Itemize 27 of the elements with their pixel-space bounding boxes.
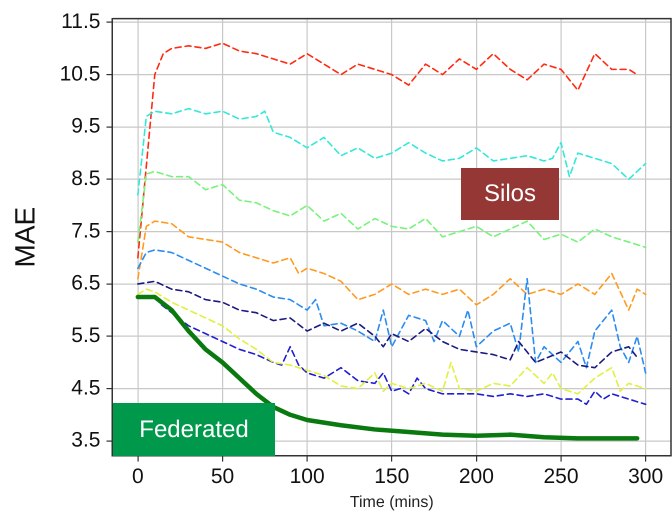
annotation: Silos (461, 168, 559, 220)
y-tick-label: 4.5 (71, 376, 100, 400)
y-tick-label: 7.5 (71, 219, 100, 242)
x-tick-label: 100 (290, 464, 325, 488)
y-tick-label: 11.5 (61, 10, 100, 34)
y-tick-label: 5.5 (71, 324, 100, 348)
x-tick-label: 300 (628, 464, 664, 488)
x-tick-label: 50 (210, 464, 234, 488)
y-tick-label: 8.5 (71, 167, 100, 190)
line-series (137, 288, 646, 395)
x-tick-label: 200 (458, 464, 494, 488)
y-tick-label: 6.5 (71, 272, 100, 295)
x-tick-label: 150 (374, 464, 410, 488)
x-tick-label: 250 (543, 464, 579, 488)
annotation: Federated (113, 403, 275, 456)
y-tick-label: 9.5 (71, 114, 100, 138)
line-series (137, 42, 638, 259)
line-series (137, 170, 646, 248)
x-axis-title: Time (mins) (350, 494, 434, 511)
line-series (160, 304, 646, 406)
x-tick-label: 0 (132, 464, 144, 488)
line-series (137, 280, 638, 368)
y-tick-label: 10.5 (60, 62, 100, 86)
y-tick-label: 3.5 (71, 428, 100, 452)
line-series (137, 249, 646, 374)
y-axis-title: MAE (10, 206, 41, 268)
line-series (137, 220, 646, 311)
